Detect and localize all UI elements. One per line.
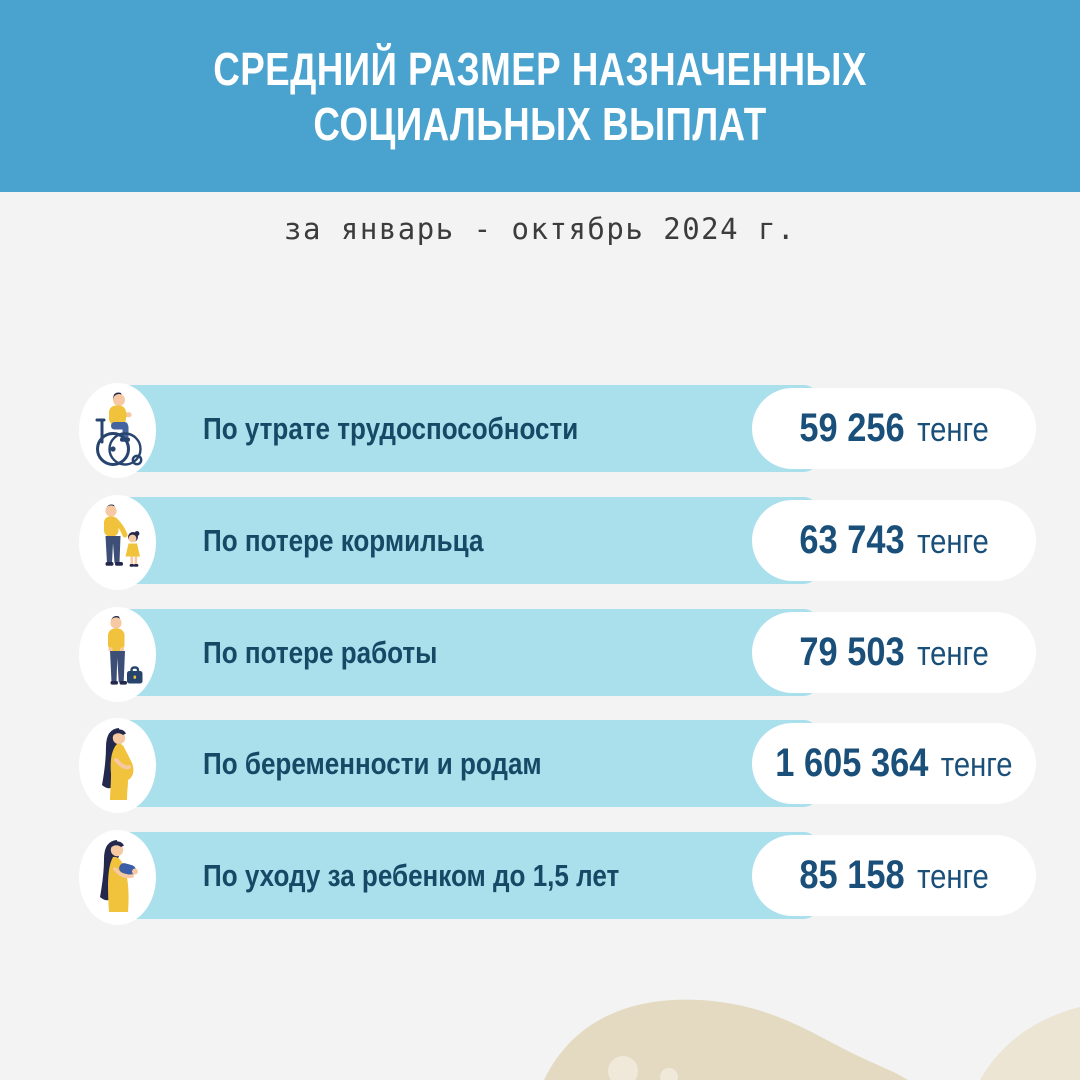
- row-label: По потере работы: [203, 634, 438, 670]
- icon-circle: [79, 607, 156, 702]
- pregnant-woman-icon: [101, 727, 133, 800]
- row-bar: [118, 385, 818, 472]
- payment-row-disability: По утрате трудоспособности 59 256 тенге: [0, 383, 1080, 481]
- payment-unit: тенге: [916, 858, 989, 896]
- man-with-briefcase-icon: [107, 615, 142, 685]
- page-title-line1: СРЕДНИЙ РАЗМЕР НАЗНАЧЕННЫХ: [213, 43, 867, 95]
- payment-value: 1 605 364: [775, 741, 929, 785]
- icon-circle: [79, 718, 156, 813]
- value-pill: 63 743 тенге: [752, 500, 1036, 581]
- payment-value: 59 256: [799, 406, 905, 450]
- row-bar: [118, 720, 818, 807]
- payment-value: 63 743: [799, 518, 905, 562]
- row-bar: [118, 832, 818, 919]
- person-in-wheelchair-icon: [95, 392, 142, 466]
- row-label: По потере кормильца: [203, 522, 484, 558]
- payment-value: 85 158: [799, 853, 905, 897]
- icon-circle: [79, 495, 156, 590]
- icon-circle: [79, 830, 156, 925]
- row-label: По беременности и родам: [203, 745, 542, 781]
- page-title: СРЕДНИЙ РАЗМЕР НАЗНАЧЕННЫХ СОЦИАЛЬНЫХ ВЫ…: [0, 42, 1080, 152]
- icon-circle: [79, 383, 156, 478]
- payment-unit: тенге: [916, 635, 989, 673]
- payment-row-job-loss: По потере работы 79 503 тенге: [0, 607, 1080, 705]
- page-title-line2: СОЦИАЛЬНЫХ ВЫПЛАТ: [313, 98, 767, 150]
- payment-unit: тенге: [940, 746, 1013, 784]
- row-label: По уходу за ребенком до 1,5 лет: [203, 857, 620, 893]
- row-label: По утрате трудоспособности: [203, 410, 579, 446]
- header-band: СРЕДНИЙ РАЗМЕР НАЗНАЧЕННЫХ СОЦИАЛЬНЫХ ВЫ…: [0, 0, 1080, 192]
- payment-row-breadwinner: По потере кормильца 63 743 тенге: [0, 495, 1080, 593]
- value-pill: 59 256 тенге: [752, 388, 1036, 469]
- value-pill: 1 605 364 тенге: [752, 723, 1036, 804]
- row-bar: [118, 497, 818, 584]
- period-subtitle: за январь - октябрь 2024 г.: [284, 212, 796, 246]
- decorative-beige-blobs: [544, 999, 1080, 1080]
- payment-row-pregnancy: По беременности и родам 1 605 364 тенге: [0, 718, 1080, 816]
- payment-row-childcare: По уходу за ребенком до 1,5 лет 85 158 т…: [0, 830, 1080, 928]
- mother-with-baby-icon: [99, 839, 138, 912]
- payment-unit: тенге: [916, 523, 989, 561]
- row-bar: [118, 609, 818, 696]
- payment-value: 79 503: [799, 630, 905, 674]
- parent-with-child-icon: [103, 504, 140, 567]
- value-pill: 85 158 тенге: [752, 835, 1036, 916]
- value-pill: 79 503 тенге: [752, 612, 1036, 693]
- payment-unit: тенге: [916, 411, 989, 449]
